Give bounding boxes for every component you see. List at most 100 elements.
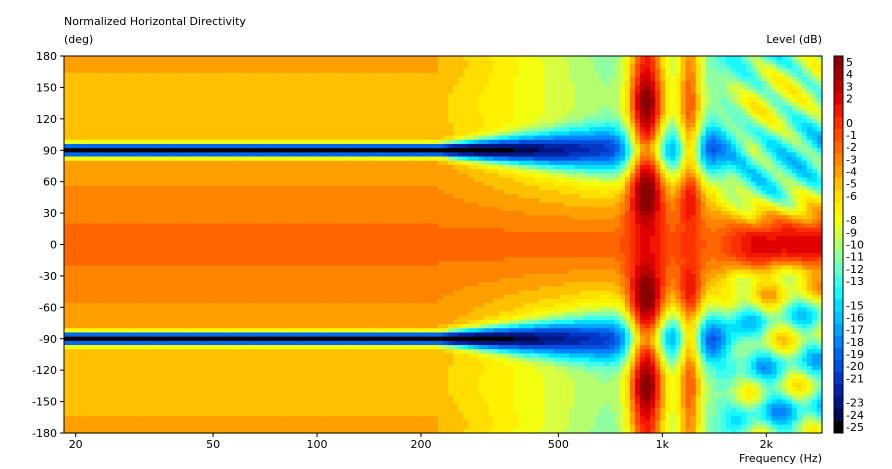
heatmap-cell [291, 416, 298, 422]
heatmap-cell [205, 210, 212, 216]
heatmap-cell [296, 219, 303, 225]
heatmap-cell [261, 231, 267, 237]
heatmap-cell [185, 328, 191, 334]
heatmap-cell [261, 123, 267, 128]
heatmap-cell [245, 244, 252, 250]
heatmap-cell [205, 85, 212, 91]
heatmap-cell [175, 357, 181, 363]
heatmap-cell [144, 85, 151, 91]
heatmap-cell [79, 177, 85, 183]
heatmap-cell [250, 428, 257, 434]
heatmap-cell [220, 386, 227, 392]
heatmap-cell [180, 164, 186, 170]
heatmap-cell [144, 395, 151, 401]
heatmap-cell [134, 164, 141, 170]
heatmap-cell [205, 81, 212, 86]
heatmap-cell [195, 148, 202, 153]
heatmap-cell [74, 370, 80, 375]
heatmap-cell [144, 210, 151, 216]
heatmap-cell [99, 378, 106, 384]
heatmap-cell [296, 139, 303, 145]
heatmap-cell [301, 152, 308, 158]
heatmap-cell [195, 210, 202, 216]
heatmap-cell [89, 177, 95, 183]
heatmap-cell [326, 286, 333, 292]
heatmap-cell [129, 190, 136, 195]
heatmap-cell [74, 278, 80, 283]
heatmap-cell [165, 428, 171, 434]
heatmap-cell [240, 160, 247, 166]
heatmap-cell [165, 236, 171, 241]
heatmap-cell [99, 365, 106, 371]
heatmap-cell [190, 231, 196, 237]
heatmap-cell [326, 265, 333, 271]
heatmap-cell [154, 173, 161, 179]
heatmap-cell [74, 248, 80, 254]
heatmap-cell [331, 261, 338, 267]
heatmap-cell [154, 156, 161, 162]
heatmap-cell [220, 261, 227, 267]
heatmap-cell [104, 328, 111, 334]
heatmap-cell [296, 236, 303, 241]
heatmap-cell [225, 156, 232, 162]
heatmap-cell [89, 240, 95, 246]
heatmap-cell [195, 244, 202, 250]
heatmap-cell [64, 219, 70, 225]
heatmap-cell [99, 152, 106, 158]
heatmap-cell [316, 303, 323, 308]
heatmap-cell [190, 416, 196, 422]
heatmap-cell [326, 236, 333, 241]
heatmap-cell [245, 273, 252, 279]
heatmap-cell [124, 248, 131, 254]
heatmap-cell [144, 223, 151, 229]
heatmap-cell [205, 135, 212, 141]
heatmap-cell [165, 93, 171, 99]
heatmap-cell [210, 319, 217, 325]
heatmap-cell [321, 399, 328, 405]
heatmap-cell [74, 131, 80, 137]
heatmap-cell [331, 386, 338, 392]
heatmap-cell [195, 294, 202, 300]
heatmap-cell [94, 403, 100, 409]
heatmap-cell [94, 169, 100, 174]
heatmap-cell [235, 357, 242, 363]
heatmap-cell [271, 252, 277, 258]
heatmap-cell [104, 286, 111, 292]
heatmap-cell [291, 219, 298, 225]
heatmap-cell [200, 185, 207, 191]
heatmap-cell [165, 357, 171, 363]
heatmap-cell [321, 328, 328, 334]
heatmap-cell [301, 252, 308, 258]
heatmap-cell [180, 148, 186, 153]
heatmap-cell [266, 68, 272, 74]
heatmap-cell [119, 257, 126, 262]
heatmap-cell [154, 135, 161, 141]
heatmap-cell [109, 382, 116, 388]
heatmap-cell [104, 395, 111, 401]
heatmap-cell [311, 231, 318, 237]
heatmap-cell [321, 395, 328, 401]
heatmap-cell [124, 143, 131, 149]
heatmap-cell [321, 190, 328, 195]
heatmap-cell [74, 227, 80, 233]
heatmap-cell [170, 370, 176, 375]
heatmap-cell [69, 202, 75, 208]
heatmap-cell [316, 336, 323, 342]
heatmap-cell [170, 324, 176, 329]
heatmap-cell [266, 290, 272, 296]
heatmap-cell [139, 252, 146, 258]
heatmap-cell [256, 118, 262, 124]
heatmap-cell [250, 386, 257, 392]
heatmap-cell [79, 223, 85, 229]
heatmap-cell [89, 236, 95, 241]
heatmap-cell [210, 194, 217, 200]
heatmap-cell [89, 210, 95, 216]
heatmap-cell [301, 353, 308, 359]
heatmap-cell [64, 97, 70, 103]
heatmap-cell [134, 319, 141, 325]
heatmap-cell [160, 223, 166, 229]
heatmap-cell [240, 307, 247, 313]
heatmap-cell [104, 345, 111, 350]
heatmap-cell [205, 357, 212, 363]
heatmap-cell [261, 89, 267, 95]
